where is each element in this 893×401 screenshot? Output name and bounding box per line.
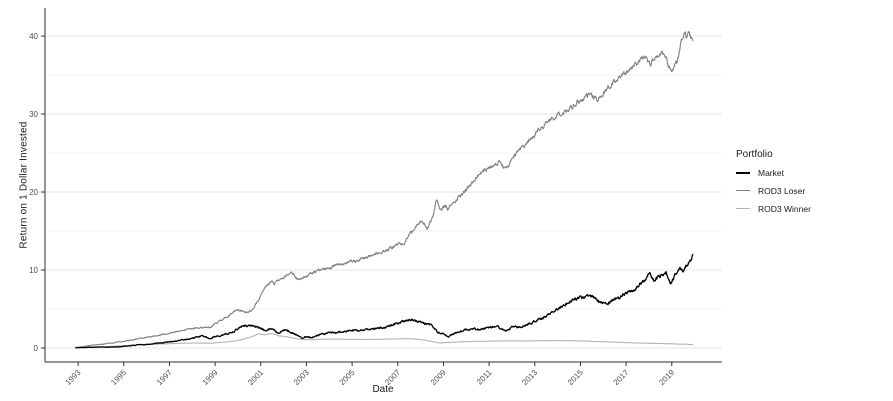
x-tick-label: 2003	[292, 368, 311, 387]
series-line-market	[75, 253, 694, 349]
legend-label-rod3-loser: ROD3 Loser	[758, 185, 806, 196]
y-tick-label: 20	[29, 188, 38, 197]
y-tick-label: 0	[34, 344, 39, 353]
y-tick-label: 30	[29, 110, 38, 119]
legend-item-rod3-winner: ROD3 Winner	[736, 203, 886, 214]
x-tick-label: 1999	[201, 368, 220, 387]
series-line-rod3-loser	[75, 30, 694, 349]
x-tick-label: 2001	[246, 368, 265, 387]
rod3-winner-line-key-icon	[736, 207, 750, 210]
legend-label-market: Market	[758, 167, 784, 178]
legend-item-rod3-loser: ROD3 Loser	[736, 185, 886, 196]
y-tick-label: 10	[29, 266, 38, 275]
x-tick-label: 2019	[657, 368, 676, 387]
x-axis-title: Date	[372, 384, 394, 395]
x-tick-label: 1993	[64, 368, 83, 387]
rod3-loser-line-key-icon	[736, 189, 750, 192]
legend: Portfolio Market ROD3 Loser ROD3 Winner	[736, 149, 886, 214]
legend-title: Portfolio	[736, 149, 773, 160]
x-tick-label: 1995	[109, 368, 128, 387]
y-axis-title: Return on 1 Dollar Invested	[18, 121, 30, 249]
legend-item-market: Market	[736, 167, 886, 178]
series-line-rod3-winner	[75, 333, 694, 349]
market-line-key-icon	[736, 171, 750, 174]
x-tick-label: 2011	[475, 368, 494, 387]
x-tick-label: 2009	[429, 368, 448, 387]
x-tick-label: 2017	[612, 368, 631, 387]
legend-label-rod3-winner: ROD3 Winner	[758, 203, 811, 214]
x-tick-label: 2005	[338, 368, 357, 387]
x-tick-label: 2015	[566, 368, 585, 387]
x-tick-label: 2013	[520, 368, 539, 387]
y-tick-label: 40	[29, 32, 38, 41]
x-tick-label: 1997	[155, 368, 174, 387]
